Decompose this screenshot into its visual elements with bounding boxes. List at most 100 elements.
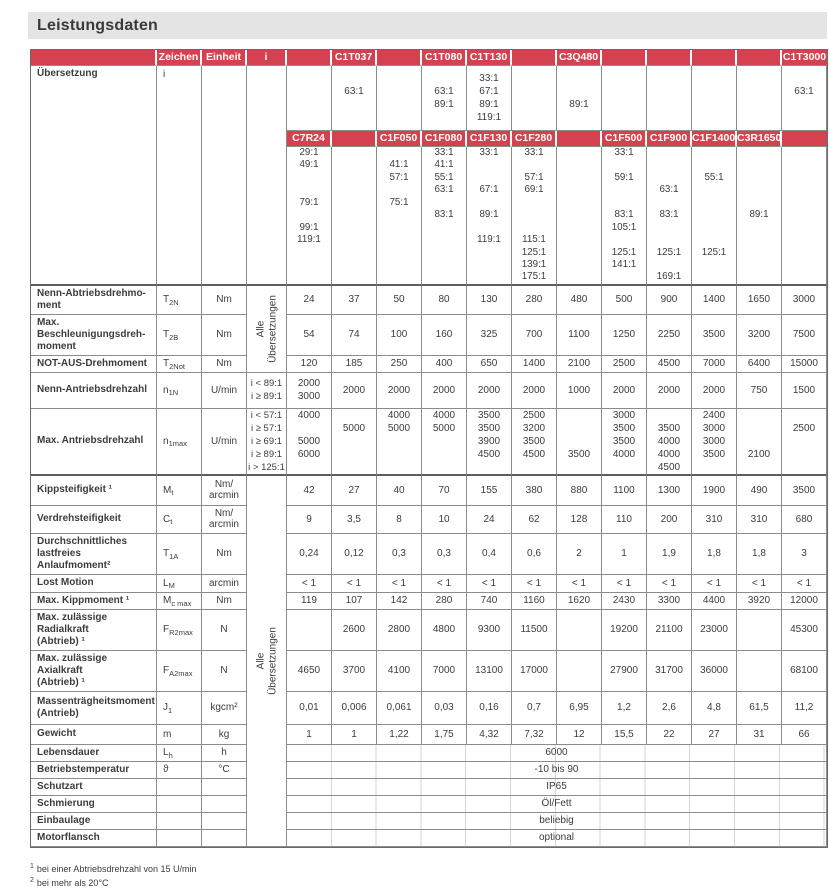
value-cell: 7500 (782, 314, 827, 356)
value-cell: 155 (467, 475, 512, 506)
value-line (782, 111, 826, 124)
value-line (737, 271, 781, 283)
value-cell (737, 609, 782, 651)
value-cell: 19200 (602, 609, 647, 651)
value-line (692, 271, 736, 283)
value-cell: 880 (557, 475, 602, 506)
value-cell: 27 (332, 475, 377, 506)
value-line (782, 184, 826, 196)
value-cell: 0,16 (467, 691, 512, 725)
value-cell: 650 (467, 355, 512, 373)
value-line: 33:1 (479, 73, 499, 84)
value-line (557, 461, 601, 474)
value-line (557, 234, 601, 246)
zeichen-subscript: M (168, 581, 175, 591)
ratio-cell (287, 66, 332, 131)
value-line: 3900 (477, 435, 501, 447)
value-cell: 310 (737, 505, 782, 534)
value-cell: 2250 (647, 314, 692, 356)
value-line (377, 247, 421, 259)
zeichen-symbol: T (163, 548, 170, 560)
unit-cell: Nm (202, 592, 247, 610)
row-label: Max. Beschleunigungsdreh- moment (31, 314, 157, 356)
value-line: 55:1 (704, 171, 724, 183)
value-cell: < 1 (737, 574, 782, 593)
zeichen-cell: FA2max (157, 650, 202, 692)
value-cell: 3500 (557, 408, 602, 476)
span-value-cell: IP65 (287, 778, 827, 796)
footnotes: 1 bei einer Abtriebsdrehzahl von 15 U/min… (30, 861, 830, 890)
zeichen-cell: T2B (157, 314, 202, 356)
value-cell: 1160 (512, 592, 557, 610)
value-line: 89:1 (434, 99, 454, 110)
value-line: 5000 (387, 422, 411, 434)
zeichen-symbol: M (163, 595, 172, 607)
value-line (332, 448, 376, 461)
zeichen-cell (157, 795, 202, 813)
value-cell: 61,5 (737, 691, 782, 725)
value-line (737, 159, 781, 171)
value-line: 63:1 (344, 86, 364, 97)
row-label: Einbaulage (31, 812, 157, 830)
row-label: Lost Motion (31, 574, 157, 593)
value-cell: 280 (422, 592, 467, 610)
table-row: Betriebstemperatur ϑ °C -10 bis 90 (31, 761, 827, 779)
value-line: 3500 (702, 448, 726, 460)
table-row: Max. Antriebsdrehzahl n1max U/min i < 57:1 i… (31, 408, 827, 476)
value-cell: 2000 (467, 372, 512, 409)
value-line: i ≥ 57:1 (250, 422, 283, 434)
value-cell: 3500 4000 4000 4500 (647, 408, 692, 476)
value-cell: 490 (737, 475, 782, 506)
value-line (467, 159, 511, 171)
value-line (647, 85, 691, 98)
zeichen-cell: ϑ (157, 761, 202, 779)
row-label: Gewicht (31, 724, 157, 745)
value-line: i ≥ 89:1 (250, 448, 283, 460)
value-cell: 2100 (557, 355, 602, 373)
ratio-cell: 55:1 125:1 (692, 147, 737, 286)
value-line: 5000 (297, 435, 321, 447)
value-line: 63:1 (794, 86, 814, 97)
spec-table: Zeichen Einheit i C1T037 C1T080 C1T130 C3Q480 C… (30, 49, 828, 848)
value-line (332, 172, 376, 184)
value-line: 33:1 (479, 147, 499, 158)
value-line (557, 435, 601, 448)
zeichen-cell (157, 778, 202, 796)
span-value-cell: optional (287, 829, 827, 847)
value-line (287, 72, 331, 85)
ratio-cell (602, 66, 647, 131)
value-line (422, 448, 466, 461)
row-label: Nenn-Antriebsdrehzahl (31, 372, 157, 409)
ratio-cell (737, 66, 782, 131)
value-cell: 0,03 (422, 691, 467, 725)
value-cell: 4000 5000 (422, 408, 467, 476)
value-line (377, 72, 421, 85)
zeichen-cell: Ct (157, 505, 202, 534)
value-line (737, 259, 781, 271)
value-cell: 2000 (512, 372, 557, 409)
model-header-mid: C1F050 (377, 131, 422, 147)
value-line (647, 72, 691, 85)
value-line: 3200 (522, 422, 546, 434)
unit-cell: arcmin (202, 574, 247, 593)
value-line (647, 259, 691, 271)
value-line (332, 234, 376, 246)
value-line (737, 247, 781, 259)
row-label: Massenträgheitsmoment (Antrieb) (31, 691, 157, 725)
row-label: Betriebstemperatur (31, 761, 157, 779)
zeichen-cell: LM (157, 574, 202, 593)
value-cell: 15000 (782, 355, 827, 373)
value-line (332, 147, 376, 159)
ratio-cell (332, 147, 377, 286)
value-line (377, 271, 421, 283)
model-header-top (602, 50, 647, 66)
value-cell: 1 (332, 724, 377, 745)
value-line (557, 184, 601, 196)
value-cell: 1,9 (647, 533, 692, 575)
value-line (647, 147, 691, 159)
table-row: Massenträgheitsmoment (Antrieb) J1 kgcm² 0,… (31, 691, 827, 725)
value-cell: 130 (467, 285, 512, 315)
value-line (377, 234, 421, 246)
value-line: 3000 (612, 409, 636, 421)
zeichen-cell: Mt (157, 475, 202, 506)
